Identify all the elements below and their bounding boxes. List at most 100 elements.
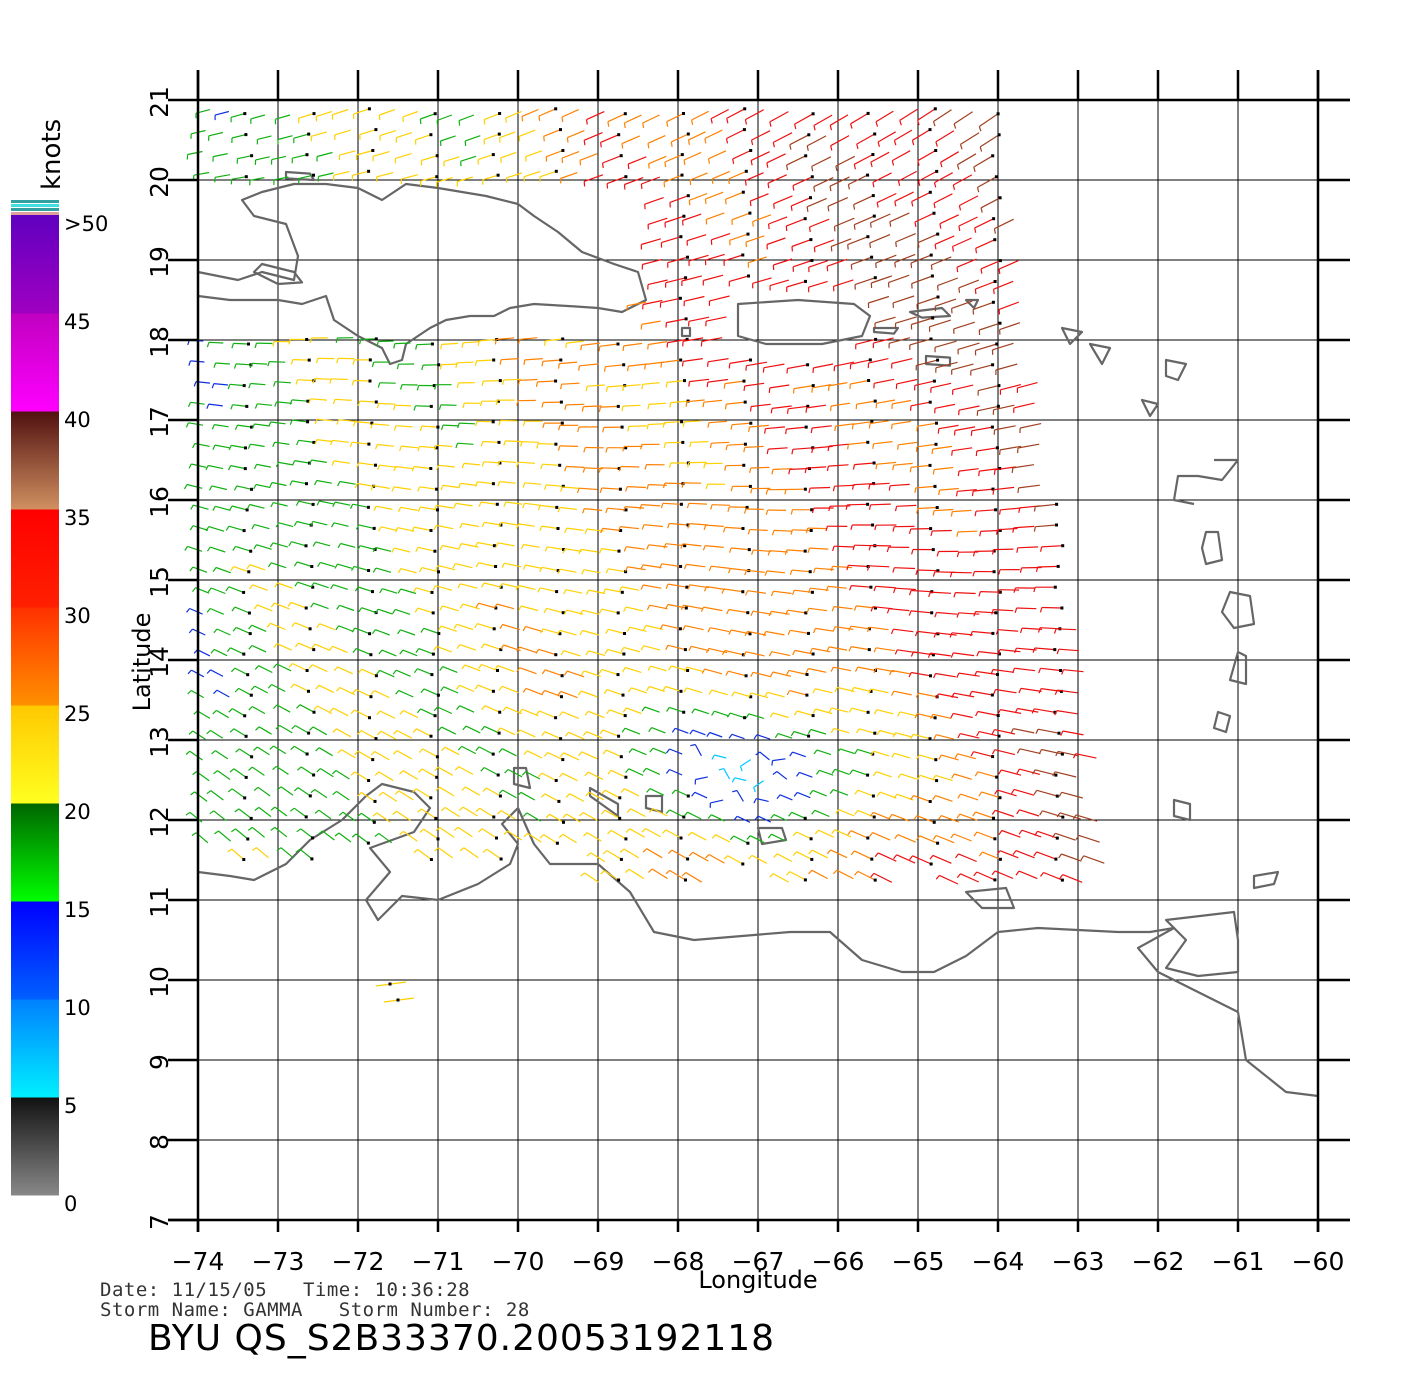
wind-rain-dot xyxy=(367,169,371,173)
wind-barb-tick xyxy=(790,731,795,737)
wind-barb-tick xyxy=(576,487,580,494)
wind-rain-dot xyxy=(1057,731,1061,735)
wind-vector xyxy=(258,806,272,818)
wind-barb-tick xyxy=(642,767,647,773)
wind-vector xyxy=(674,727,689,734)
wind-barb-tick xyxy=(295,848,301,853)
wind-vector xyxy=(682,543,702,547)
wind-vector xyxy=(624,727,641,735)
wind-vector xyxy=(930,652,951,657)
wind-barb-tick xyxy=(768,651,773,657)
wind-vector xyxy=(934,466,954,471)
wind-barb-tick xyxy=(418,748,424,753)
wind-vector xyxy=(361,607,377,614)
wind-barb-tick xyxy=(665,809,671,814)
wind-barb-tick xyxy=(627,366,629,372)
wind-barb-tick xyxy=(628,687,632,693)
wind-vector xyxy=(890,483,910,487)
wind-barb-tick xyxy=(349,503,354,509)
wind-vector xyxy=(251,766,265,776)
wind-barb-tick xyxy=(213,362,217,368)
wind-rain-dot xyxy=(492,815,496,819)
wind-barb-tick xyxy=(785,429,787,435)
wind-barb-tick xyxy=(605,386,608,392)
lon-tick-label: −72 xyxy=(332,1247,385,1276)
wind-vector xyxy=(216,689,230,698)
wind-vector xyxy=(724,380,745,385)
wind-vector xyxy=(935,130,955,143)
wind-barb-tick xyxy=(707,422,710,428)
wind-vector xyxy=(373,485,390,489)
wind-barb-tick xyxy=(316,623,321,629)
wind-rain-dot xyxy=(305,752,309,756)
wind-rain-dot xyxy=(308,627,312,631)
wind-barb-tick xyxy=(419,828,425,833)
wind-rain-dot xyxy=(932,820,936,824)
wind-barb-tick xyxy=(461,342,464,348)
wind-barb-tick xyxy=(211,383,215,389)
wind-barb-tick xyxy=(605,507,609,514)
wind-vector xyxy=(238,808,252,819)
wind-barb-tick xyxy=(855,728,860,734)
wind-barb-tick xyxy=(559,752,565,757)
wind-barb-tick xyxy=(812,688,816,694)
wind-rain-dot xyxy=(683,544,687,548)
wind-rain-dot xyxy=(497,132,501,136)
wind-barb-tick xyxy=(453,826,459,832)
wind-barb-tick xyxy=(1019,627,1023,634)
wind-barb-tick xyxy=(804,467,807,474)
wind-barb-tick xyxy=(332,501,336,507)
wind-vector xyxy=(938,693,959,699)
wind-vector xyxy=(1016,607,1037,610)
wind-barb-tick xyxy=(397,507,402,513)
wind-barb-tick xyxy=(416,385,420,391)
wind-vector xyxy=(254,685,269,694)
wind-vector xyxy=(507,768,523,778)
wind-rain-dot xyxy=(554,442,558,446)
lat-tick-label: 12 xyxy=(145,806,174,838)
wind-rain-dot xyxy=(872,482,876,486)
wind-vector xyxy=(1017,443,1040,449)
wind-barb-tick xyxy=(273,663,278,669)
wind-vector xyxy=(609,709,626,717)
wind-rain-dot xyxy=(310,565,314,568)
wind-barb-tick xyxy=(295,500,300,506)
wind-vector xyxy=(544,689,562,698)
wind-rain-dot xyxy=(494,565,498,568)
wind-barb-tick xyxy=(517,339,520,345)
wind-vector xyxy=(709,295,730,302)
wind-barb-tick xyxy=(711,754,715,760)
wind-vector xyxy=(231,848,245,860)
wind-vector xyxy=(354,709,370,719)
legend-label: 25 xyxy=(64,702,91,726)
wind-vector xyxy=(1034,647,1055,651)
lon-tick-label: −60 xyxy=(1292,1247,1345,1276)
wind-vector xyxy=(726,401,746,405)
wind-barb-tick xyxy=(828,707,833,713)
wind-barb-tick xyxy=(894,262,896,268)
wind-barb-tick xyxy=(393,343,396,349)
wind-barb-tick xyxy=(831,606,835,612)
wind-barb-tick xyxy=(951,773,955,779)
wind-barb-tick xyxy=(435,827,441,832)
wind-barb-tick xyxy=(951,692,955,698)
wind-vector xyxy=(436,524,454,530)
wind-barb-tick xyxy=(725,445,728,451)
wind-vector xyxy=(293,133,309,139)
wind-barb-tick xyxy=(607,121,610,127)
wind-vector xyxy=(663,174,683,183)
wind-barb-tick xyxy=(370,485,374,491)
wind-vector xyxy=(539,587,557,593)
wind-vector xyxy=(545,149,564,158)
wind-vector xyxy=(398,790,414,801)
wind-barb-tick xyxy=(227,384,231,390)
wind-rain-dot xyxy=(744,169,748,173)
wind-barb-tick xyxy=(337,543,342,549)
wind-rain-dot xyxy=(372,820,376,824)
wind-barb-tick xyxy=(331,770,337,775)
legend-label: 20 xyxy=(64,800,91,824)
wind-barb-tick xyxy=(916,774,921,780)
wind-barb-tick xyxy=(334,563,339,569)
wind-barb-tick xyxy=(996,850,1001,856)
wind-barb-tick xyxy=(1032,647,1036,653)
